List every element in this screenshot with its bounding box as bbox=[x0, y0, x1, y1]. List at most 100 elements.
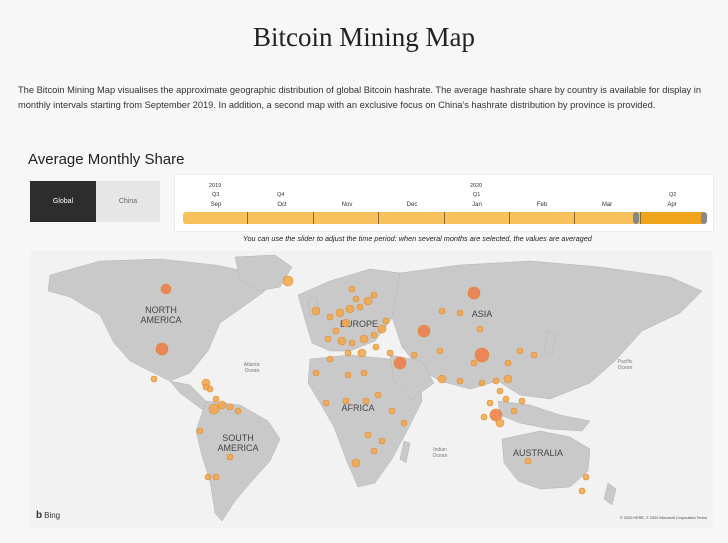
hashrate-bubble[interactable] bbox=[351, 458, 361, 468]
hashrate-bubble[interactable] bbox=[510, 407, 518, 415]
hashrate-bubble[interactable] bbox=[456, 309, 464, 317]
hashrate-bubble[interactable] bbox=[489, 408, 503, 422]
hashrate-bubble[interactable] bbox=[474, 347, 490, 363]
hashrate-bubble[interactable] bbox=[467, 286, 481, 300]
hashrate-bubble[interactable] bbox=[370, 291, 378, 299]
hashrate-bubble[interactable] bbox=[378, 437, 386, 445]
hashrate-bubble[interactable] bbox=[372, 343, 380, 351]
hashrate-bubble[interactable] bbox=[374, 391, 382, 399]
hashrate-bubble[interactable] bbox=[492, 377, 500, 385]
hashrate-bubble[interactable] bbox=[480, 413, 488, 421]
hashrate-bubble[interactable] bbox=[326, 313, 334, 321]
timeline-segment-sep[interactable] bbox=[183, 212, 249, 224]
hashrate-bubble[interactable] bbox=[326, 355, 334, 363]
hashrate-bubble[interactable] bbox=[208, 403, 220, 415]
hashrate-bubble[interactable] bbox=[495, 418, 505, 428]
global-toggle-button[interactable]: Global bbox=[30, 181, 96, 222]
hashrate-bubble[interactable] bbox=[503, 374, 513, 384]
hashrate-bubble[interactable] bbox=[212, 473, 220, 481]
hashrate-bubble[interactable] bbox=[226, 453, 234, 461]
china-toggle-button[interactable]: China bbox=[96, 181, 160, 222]
hashrate-bubbles[interactable] bbox=[150, 275, 590, 495]
hashrate-bubble[interactable] bbox=[196, 427, 204, 435]
hashrate-bubble[interactable] bbox=[578, 487, 586, 495]
hashrate-bubble[interactable] bbox=[202, 383, 210, 391]
hashrate-bubble[interactable] bbox=[363, 296, 373, 306]
timeline-segment-dec[interactable] bbox=[379, 212, 445, 224]
hashrate-bubble[interactable] bbox=[382, 317, 390, 325]
hashrate-bubble[interactable] bbox=[388, 407, 396, 415]
timeline-segment-mar[interactable] bbox=[575, 212, 641, 224]
hashrate-bubble[interactable] bbox=[357, 348, 367, 358]
hashrate-bubble[interactable] bbox=[360, 369, 368, 377]
hashrate-bubble[interactable] bbox=[322, 399, 330, 407]
hashrate-bubble[interactable] bbox=[226, 403, 234, 411]
hashrate-bubble[interactable] bbox=[348, 285, 356, 293]
hashrate-bubble[interactable] bbox=[335, 308, 345, 318]
hashrate-bubble[interactable] bbox=[348, 339, 356, 347]
hashrate-bubble[interactable] bbox=[410, 351, 418, 359]
hashrate-bubble[interactable] bbox=[438, 307, 446, 315]
hashrate-bubble[interactable] bbox=[518, 397, 526, 405]
hashrate-bubble[interactable] bbox=[516, 347, 524, 355]
hashrate-bubble[interactable] bbox=[204, 473, 212, 481]
timeline-segment-oct[interactable] bbox=[248, 212, 314, 224]
hashrate-bubble[interactable] bbox=[436, 347, 444, 355]
hashrate-bubble[interactable] bbox=[417, 324, 431, 338]
hashrate-bubble[interactable] bbox=[345, 304, 355, 314]
hashrate-bubble[interactable] bbox=[212, 395, 220, 403]
hashrate-bubble[interactable] bbox=[486, 399, 494, 407]
hashrate-bubble[interactable] bbox=[476, 325, 484, 333]
hashrate-bubble[interactable] bbox=[377, 324, 387, 334]
hashrate-bubble[interactable] bbox=[386, 349, 394, 357]
hashrate-bubble[interactable] bbox=[324, 335, 332, 343]
hashrate-bubble[interactable] bbox=[530, 351, 538, 359]
hashrate-bubble[interactable] bbox=[312, 369, 320, 377]
hashrate-bubble[interactable] bbox=[370, 331, 378, 339]
hashrate-bubble[interactable] bbox=[342, 397, 350, 405]
hashrate-bubble[interactable] bbox=[470, 359, 478, 367]
hashrate-bubble[interactable] bbox=[496, 387, 504, 395]
hashrate-bubble[interactable] bbox=[155, 342, 169, 356]
hashrate-bubble[interactable] bbox=[362, 397, 370, 405]
hashrate-bubble[interactable] bbox=[150, 375, 158, 383]
time-period-slider[interactable]: 2019 2020 Q3 Q4 Q1 Q2 Sep Oct Nov Dec Ja… bbox=[174, 174, 714, 232]
hashrate-bubble[interactable] bbox=[393, 356, 407, 370]
hashrate-bubble[interactable] bbox=[311, 306, 321, 316]
timeline-month-apr: Apr bbox=[667, 202, 677, 208]
timeline-left-handle[interactable] bbox=[633, 212, 639, 224]
hashrate-bubble[interactable] bbox=[582, 473, 590, 481]
hashrate-bubble[interactable] bbox=[344, 371, 352, 379]
timeline-track[interactable] bbox=[183, 212, 705, 224]
timeline-segment-nov[interactable] bbox=[313, 212, 380, 224]
hashrate-bubble[interactable] bbox=[400, 419, 408, 427]
hashrate-bubble[interactable] bbox=[344, 349, 352, 357]
timeline-segment-feb[interactable] bbox=[509, 212, 576, 224]
timeline-segment-apr[interactable] bbox=[640, 212, 705, 224]
hashrate-bubble[interactable] bbox=[364, 431, 372, 439]
landmass-japan bbox=[543, 330, 557, 356]
world-map[interactable]: NORTH AMERICA EUROPE ASIA AFRICA SOUTH AME… bbox=[30, 251, 713, 528]
hashrate-bubble[interactable] bbox=[282, 275, 294, 287]
world-map-canvas[interactable]: NORTH AMERICA EUROPE ASIA AFRICA SOUTH AME… bbox=[30, 251, 713, 528]
hashrate-bubble[interactable] bbox=[341, 318, 351, 328]
hashrate-bubble[interactable] bbox=[359, 334, 369, 344]
hashrate-bubble[interactable] bbox=[352, 295, 360, 303]
hashrate-bubble[interactable] bbox=[478, 379, 486, 387]
hashrate-bubble[interactable] bbox=[437, 374, 447, 384]
hashrate-bubble[interactable] bbox=[160, 283, 172, 295]
timeline-right-handle[interactable] bbox=[701, 212, 707, 224]
hashrate-bubble[interactable] bbox=[502, 395, 510, 403]
hashrate-bubble[interactable] bbox=[456, 377, 464, 385]
hashrate-bubble[interactable] bbox=[337, 336, 347, 346]
hashrate-bubble[interactable] bbox=[217, 400, 227, 410]
hashrate-bubble[interactable] bbox=[504, 359, 512, 367]
timeline-year-2019: 2019 bbox=[209, 183, 222, 189]
landmass-australia bbox=[501, 430, 591, 490]
hashrate-bubble[interactable] bbox=[356, 303, 364, 311]
hashrate-bubble[interactable] bbox=[524, 457, 532, 465]
hashrate-bubble[interactable] bbox=[234, 407, 242, 415]
timeline-segment-jan[interactable] bbox=[444, 212, 510, 224]
hashrate-bubble[interactable] bbox=[370, 447, 378, 455]
hashrate-bubble[interactable] bbox=[332, 327, 340, 335]
